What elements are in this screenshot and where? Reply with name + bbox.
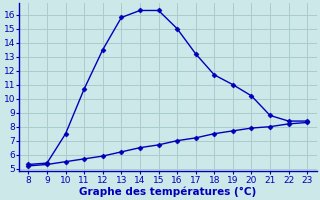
X-axis label: Graphe des températures (°C): Graphe des températures (°C): [79, 186, 256, 197]
